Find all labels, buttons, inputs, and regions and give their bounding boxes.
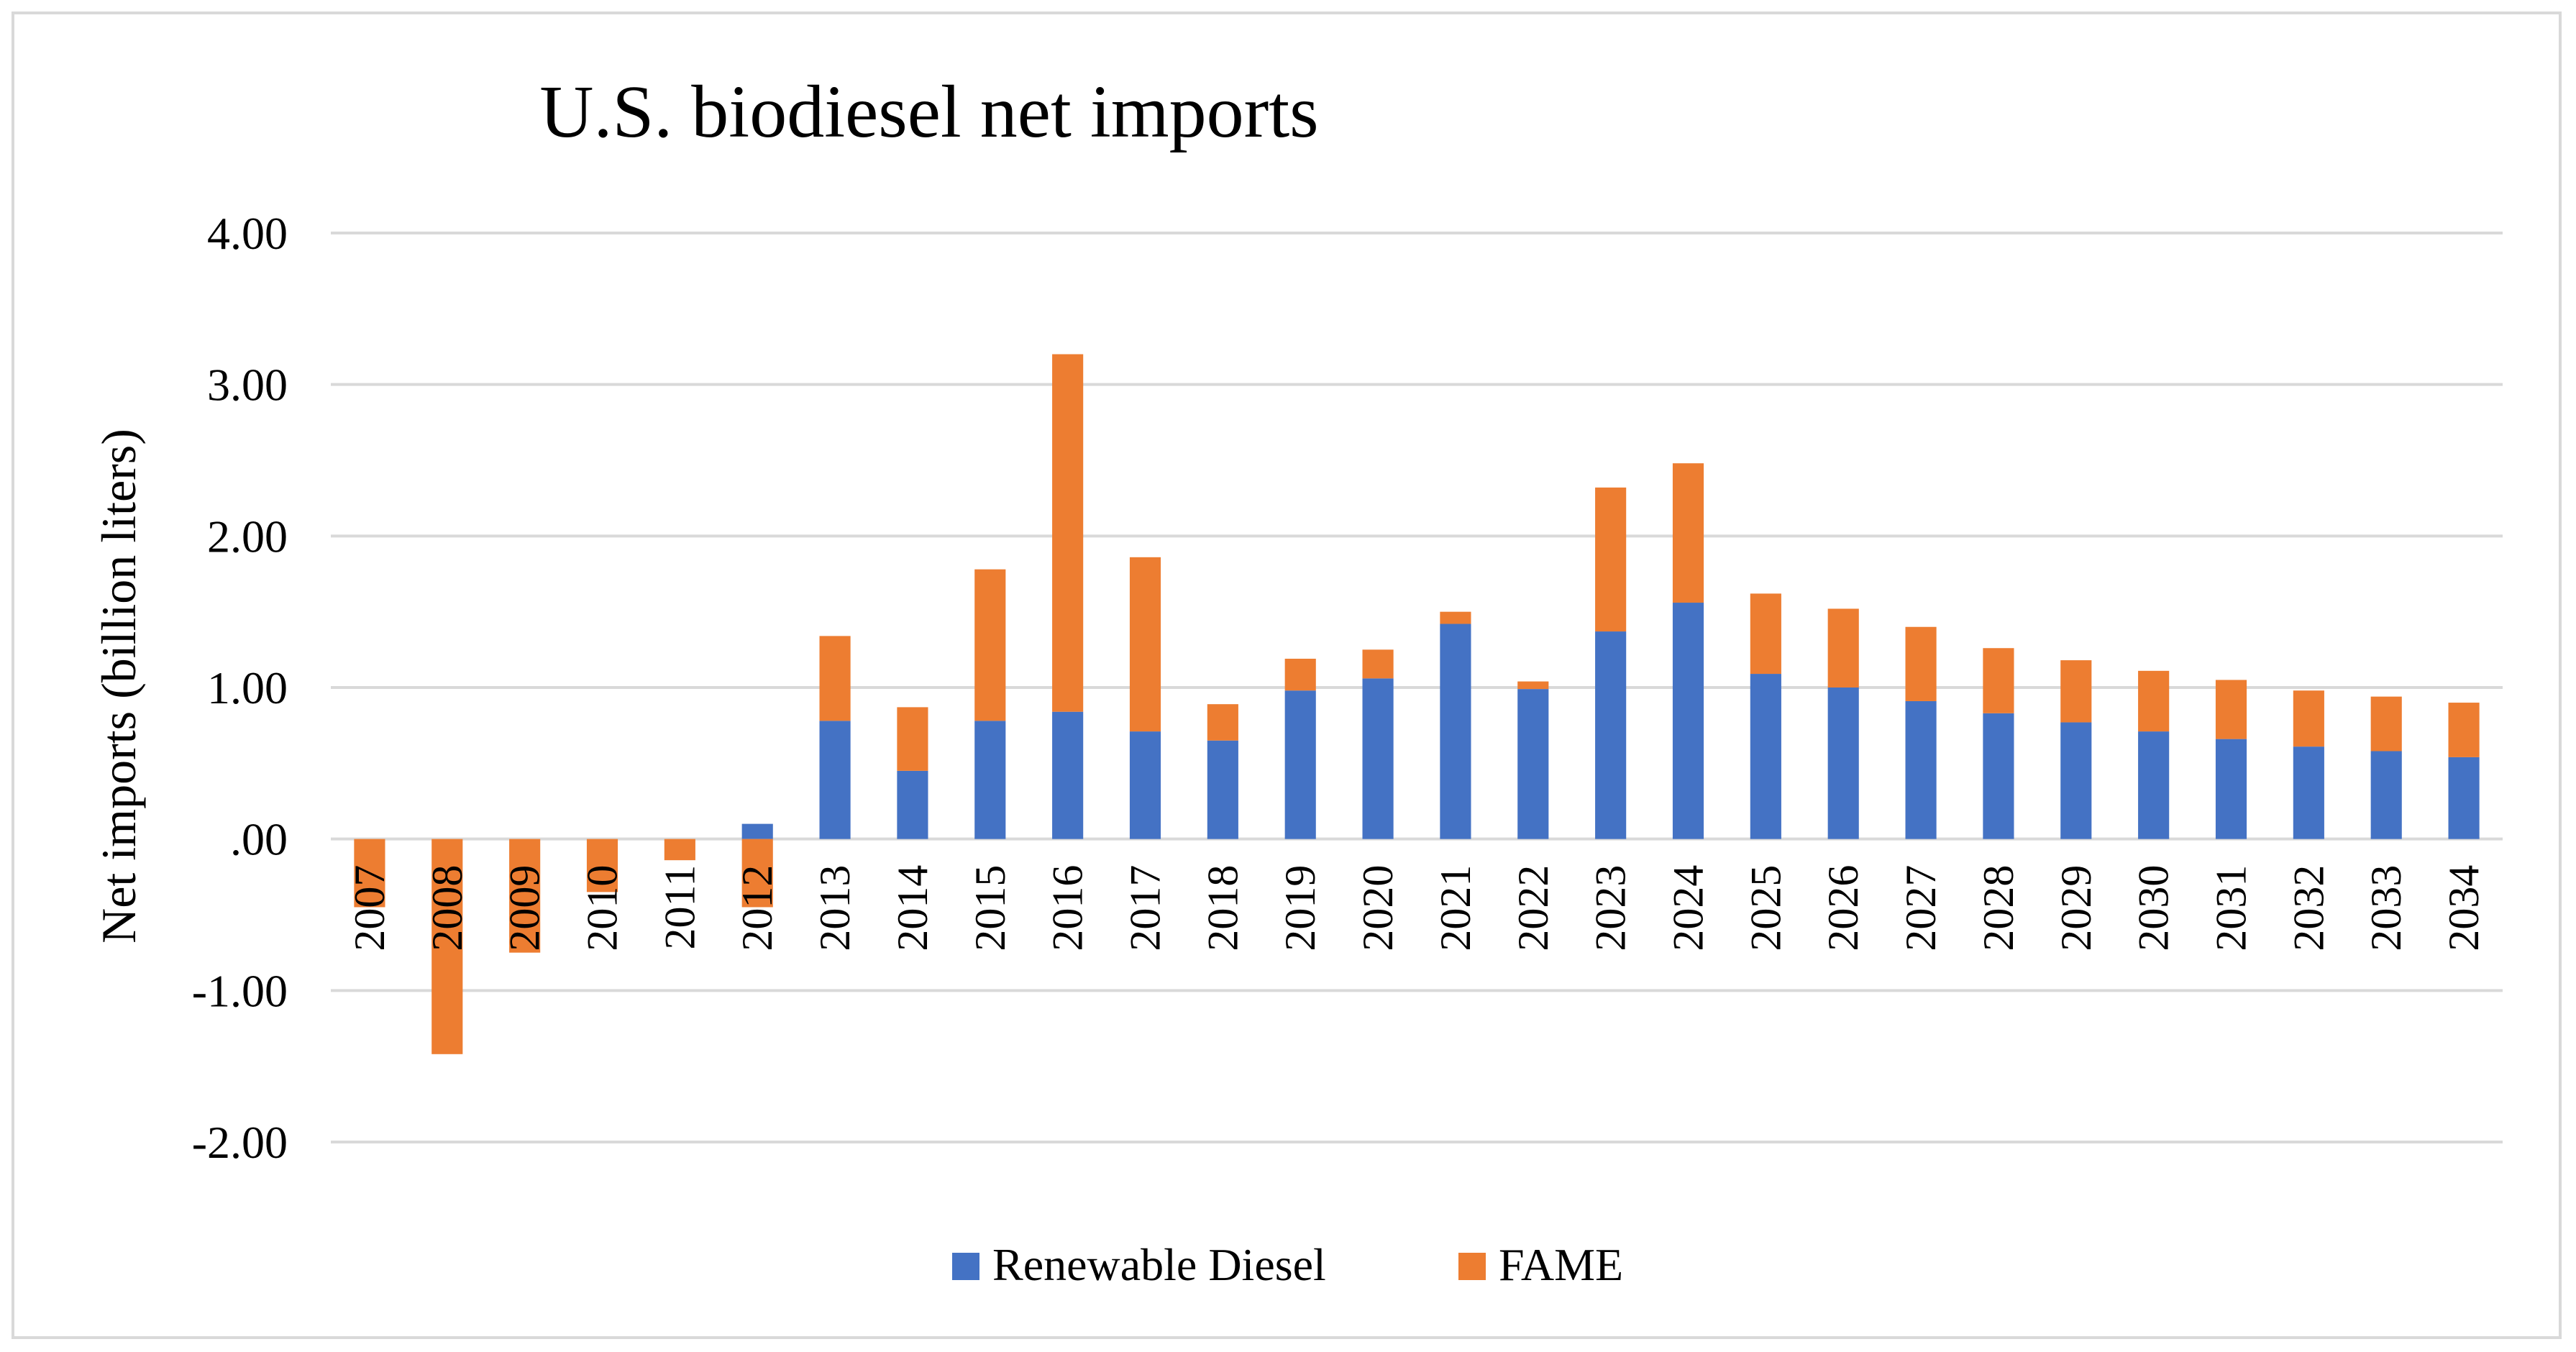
gridlines (331, 232, 2503, 1143)
legend: Renewable Diesel FAME (952, 1239, 1623, 1290)
x-tick-labels: 2007 2008 2009 2010 2011 2012 2013 2014 2015 2016… (346, 865, 2488, 951)
bar-fame-2014 (897, 707, 928, 771)
x-tick-label: 2021 (1432, 865, 1479, 951)
bar-fame-2015 (974, 569, 1006, 721)
bar-fame-2033 (2370, 696, 2402, 752)
x-tick-label: 2008 (424, 865, 471, 951)
bar-fame-2025 (1750, 593, 1781, 675)
x-tick-label: 2026 (1819, 865, 1867, 951)
bars (354, 354, 2480, 1054)
bar-fame-2029 (2060, 660, 2092, 723)
bar-fame-2008 (431, 839, 463, 1054)
bar-renewable-diesel-2019 (1284, 690, 1316, 839)
bar-renewable-diesel-2023 (1595, 631, 1627, 839)
bar-fame-2010 (586, 839, 618, 892)
bar-renewable-diesel-2031 (2215, 739, 2247, 839)
bar-fame-2028 (1983, 648, 2014, 713)
x-tick-label: 2023 (1587, 865, 1635, 951)
x-tick-label: 2032 (2285, 865, 2332, 951)
y-tick-label: -2.00 (192, 1117, 288, 1168)
bar-renewable-diesel-2033 (2370, 751, 2402, 839)
x-tick-label: 2016 (1044, 865, 1092, 951)
bar-fame-2011 (664, 839, 695, 861)
x-tick-label: 2015 (967, 865, 1014, 951)
bar-renewable-diesel-2014 (897, 770, 928, 839)
legend-label: FAME (1499, 1239, 1623, 1290)
chart-frame: U.S. biodiesel net imports 4.00 3.00 2.00 1… (12, 12, 2562, 1339)
bar-fame-2013 (819, 636, 851, 721)
bar-fame-2026 (1827, 608, 1859, 688)
bar-renewable-diesel-2034 (2448, 757, 2480, 839)
x-tick-label: 2022 (1509, 865, 1557, 951)
bar-fame-2030 (2138, 670, 2170, 732)
bar-renewable-diesel-2029 (2060, 722, 2092, 839)
x-tick-label: 2020 (1354, 865, 1402, 951)
bar-fame-2022 (1517, 681, 1549, 690)
bar-renewable-diesel-2018 (1207, 740, 1238, 839)
x-tick-label: 2029 (2052, 865, 2100, 951)
bar-fame-2012 (741, 839, 773, 908)
bar-fame-2024 (1672, 463, 1704, 603)
bar-renewable-diesel-2024 (1672, 603, 1704, 839)
x-tick-label: 2012 (734, 865, 781, 951)
x-tick-label: 2025 (1742, 865, 1789, 951)
y-tick-label: 1.00 (207, 662, 288, 713)
x-tick-label: 2027 (1897, 865, 1945, 951)
bar-renewable-diesel-2021 (1440, 624, 1471, 839)
x-tick-label: 2007 (346, 865, 393, 951)
bar-renewable-diesel-2032 (2293, 746, 2324, 839)
legend-label: Renewable Diesel (992, 1239, 1326, 1290)
bar-renewable-diesel-2017 (1129, 731, 1161, 839)
bar-renewable-diesel-2022 (1517, 689, 1549, 839)
x-tick-label: 2013 (811, 865, 859, 951)
x-tick-label: 2010 (579, 865, 626, 951)
bar-renewable-diesel-2012 (741, 823, 773, 839)
y-tick-labels: 4.00 3.00 2.00 1.00 .00 -1.00 -2.00 (192, 208, 288, 1168)
y-tick-label: 2.00 (207, 511, 288, 562)
bar-renewable-diesel-2025 (1750, 674, 1781, 839)
bar-fame-2019 (1284, 658, 1316, 691)
bar-fame-2009 (509, 839, 541, 953)
chart-svg: U.S. biodiesel net imports 4.00 3.00 2.00 1… (91, 70, 2503, 1290)
bar-fame-2018 (1207, 704, 1238, 741)
bar-fame-2021 (1440, 611, 1471, 624)
x-tick-label: 2018 (1199, 865, 1246, 951)
y-tick-label: 3.00 (207, 360, 288, 411)
bar-renewable-diesel-2030 (2138, 731, 2170, 839)
bar-fame-2016 (1052, 354, 1084, 712)
y-axis-label: Net imports (billion liters) (91, 429, 146, 944)
bar-renewable-diesel-2027 (1905, 700, 1937, 839)
bar-renewable-diesel-2020 (1362, 678, 1394, 839)
x-tick-label: 2017 (1122, 865, 1169, 951)
bar-fame-2007 (354, 839, 385, 908)
x-tick-label: 2028 (1975, 865, 2022, 951)
bar-fame-2032 (2293, 690, 2324, 747)
x-tick-label: 2034 (2440, 865, 2488, 951)
bar-renewable-diesel-2016 (1052, 711, 1084, 839)
x-tick-label: 2024 (1665, 865, 1712, 951)
x-tick-label: 2019 (1276, 865, 1324, 951)
bar-fame-2017 (1129, 557, 1161, 732)
bar-fame-2027 (1905, 626, 1937, 701)
bar-fame-2023 (1595, 487, 1627, 632)
y-tick-label: 4.00 (207, 208, 288, 259)
legend-swatch-renewable-diesel (952, 1253, 979, 1280)
x-tick-label: 2009 (501, 865, 549, 951)
bar-fame-2034 (2448, 703, 2480, 757)
bar-fame-2031 (2215, 680, 2247, 739)
x-tick-label: 2030 (2130, 865, 2178, 951)
y-tick-label: .00 (230, 814, 288, 865)
chart-title: U.S. biodiesel net imports (539, 70, 1318, 153)
bar-renewable-diesel-2028 (1983, 713, 2014, 839)
bar-fame-2020 (1362, 649, 1394, 679)
x-tick-label: 2033 (2362, 865, 2410, 951)
bar-renewable-diesel-2013 (819, 721, 851, 839)
legend-swatch-fame (1458, 1253, 1486, 1280)
x-tick-label: 2014 (889, 865, 936, 951)
bar-renewable-diesel-2026 (1827, 688, 1859, 839)
x-tick-label: 2031 (2208, 865, 2255, 951)
bar-renewable-diesel-2015 (974, 721, 1006, 839)
y-tick-label: -1.00 (192, 965, 288, 1016)
x-tick-label: 2011 (656, 865, 703, 950)
